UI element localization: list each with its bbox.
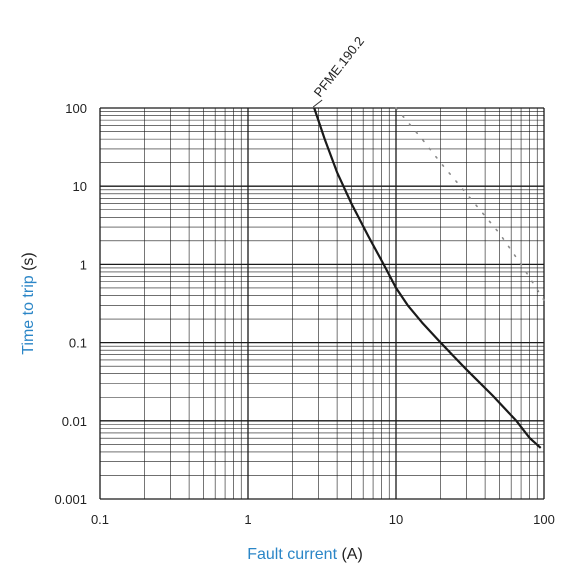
y-tick-label: 0.1 [69,336,87,351]
y-axis-title: Time to trip (s) [20,252,37,355]
y-tick-label: 0.01 [62,414,87,429]
y-tick-label: 100 [65,101,87,116]
y-axis-title-main: Time to trip [20,275,37,355]
x-axis-title: Fault current (A) [247,546,363,563]
x-axis-title-unit: (A) [341,546,362,563]
x-tick-label: 1 [244,512,251,527]
x-tick-label: 10 [389,512,403,527]
curves [313,107,545,449]
series-callout: PFME.190.2 [311,34,367,108]
callout-leader-line [312,99,323,108]
series-pfme-190-2-curve [313,107,542,449]
x-axis-title-main: Fault current [247,546,337,563]
series-dotted-curve [395,107,545,301]
y-tick-label: 0.001 [54,492,87,507]
y-tick-label: 1 [80,257,87,272]
y-tick-label: 10 [73,179,87,194]
series-label-pfme-190-2: PFME.190.2 [311,34,367,100]
x-tick-label: 0.1 [91,512,109,527]
grid [99,107,545,500]
x-tick-label: 100 [533,512,555,527]
y-axis-title-unit: (s) [20,252,37,271]
tick-labels: 0.1 1 10 100 100 10 1 0.1 0.01 0.001 [54,101,554,527]
